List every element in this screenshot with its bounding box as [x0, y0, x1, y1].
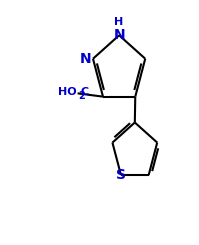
Text: 2: 2 [78, 91, 85, 101]
Text: N: N [113, 28, 125, 42]
Text: H: H [114, 17, 124, 27]
Text: C: C [81, 87, 89, 97]
Text: HO: HO [58, 87, 77, 97]
Text: N: N [79, 52, 91, 66]
Text: S: S [116, 168, 126, 182]
